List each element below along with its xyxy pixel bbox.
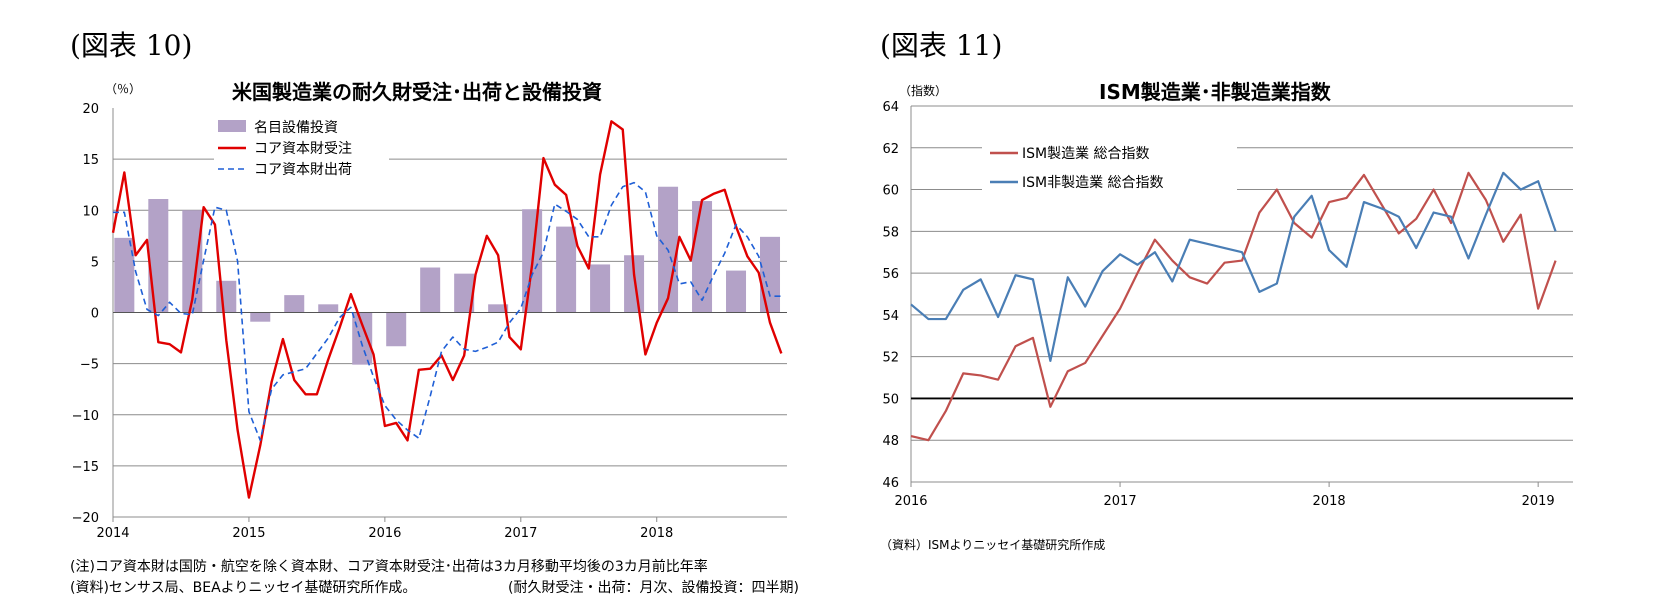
right-source-line: （資料）ISMよりニッセイ基礎研究所作成	[880, 538, 1106, 552]
left-bar-2014Q2	[148, 199, 169, 313]
right-x-tick-label: 2016	[894, 494, 927, 509]
left-y-tick-label: −10	[72, 409, 99, 424]
left-bar-2014Q4	[216, 280, 237, 313]
right-y-tick-label: 56	[882, 267, 899, 282]
left-legend-swatch-bars	[218, 120, 246, 132]
left-x-tick-label: 2016	[368, 526, 401, 541]
left-y-tick-label: 0	[91, 307, 99, 322]
left-y-tick-label: 5	[91, 255, 99, 270]
left-bar-2017Q4	[624, 255, 645, 313]
left-bar-2015Q4	[352, 312, 373, 365]
right-y-tick-label: 58	[882, 225, 899, 240]
left-source-line: (資料)センサス局、BEAよりニッセイ基礎研究所作成。	[70, 580, 417, 596]
right-manufacturing-line	[910, 171, 1557, 442]
right-legend-label-non-manufacturing: ISM非製造業 総合指数	[1022, 175, 1164, 191]
left-bar-2016Q3	[454, 273, 475, 313]
left-bar-2018Q4	[760, 236, 781, 313]
right-x-tick-label: 2018	[1313, 494, 1346, 509]
left-x-tick-label: 2015	[232, 526, 265, 541]
right-y-tick-label: 54	[882, 309, 899, 324]
right-x-tick-label: 2017	[1104, 494, 1137, 509]
left-y-tick-label: 10	[82, 204, 99, 219]
left-y-tick-label: 20	[82, 102, 99, 117]
left-legend-label-bars: 名目設備投資	[254, 120, 338, 136]
left-bar-2016Q1	[386, 312, 407, 347]
left-bar-2016Q4	[488, 304, 509, 313]
left-bar-2018Q3	[726, 270, 747, 313]
right-non-manufacturing-line	[910, 171, 1557, 362]
left-y-tick-label: −5	[80, 358, 99, 373]
left-orders-line	[111, 120, 783, 499]
left-bar-2015Q2	[284, 295, 305, 313]
right-y-tick-label: 62	[882, 142, 899, 157]
right-legend-bg	[982, 133, 1237, 195]
left-x-tick-label: 2018	[640, 526, 673, 541]
left-shipments-line	[113, 181, 782, 442]
left-frequency-note: (耐久財受注・出荷：月次、設備投資：四半期)	[508, 580, 799, 596]
right-legend-label-manufacturing: ISM製造業 総合指数	[1022, 146, 1150, 162]
left-note-line: (注)コア資本財は国防・航空を除く資本財、コア資本財受注･出荷は3カ月移動平均後…	[70, 559, 708, 575]
left-unit-label: （％）	[105, 82, 142, 96]
left-y-tick-label: 15	[82, 153, 99, 168]
left-x-tick-label: 2014	[96, 526, 129, 541]
right-y-tick-label: 50	[882, 392, 899, 407]
right-unit-label: （指数）	[899, 84, 948, 98]
right-y-tick-label: 64	[882, 100, 899, 115]
left-x-tick-label: 2017	[504, 526, 537, 541]
left-figure-label: (図表 10)	[70, 29, 193, 62]
left-bar-2014Q1	[114, 237, 135, 313]
left-bar-2018Q2	[692, 201, 713, 313]
right-y-tick-label: 46	[882, 476, 899, 491]
left-bar-2017Q3	[590, 264, 611, 313]
left-bar-2015Q1	[250, 312, 271, 322]
left-legend-label-orders: コア資本財受注	[254, 141, 352, 157]
left-legend-label-shipments: コア資本財出荷	[254, 162, 352, 178]
left-bar-2014Q3	[182, 210, 203, 313]
right-chart-title: ISM製造業･非製造業指数	[1099, 80, 1331, 104]
left-y-tick-label: −20	[72, 511, 99, 526]
right-y-tick-label: 60	[882, 184, 899, 199]
right-y-tick-label: 52	[882, 351, 899, 366]
right-y-tick-label: 48	[882, 434, 899, 449]
right-x-tick-label: 2019	[1522, 494, 1555, 509]
left-bar-2016Q2	[420, 267, 441, 313]
right-figure-label: (図表 11)	[880, 29, 1003, 62]
left-y-tick-label: −15	[72, 460, 99, 475]
left-chart-title: 米国製造業の耐久財受注･出荷と設備投資	[232, 80, 602, 104]
left-bar-2015Q3	[318, 304, 339, 313]
left-bar-2017Q2	[556, 226, 577, 313]
